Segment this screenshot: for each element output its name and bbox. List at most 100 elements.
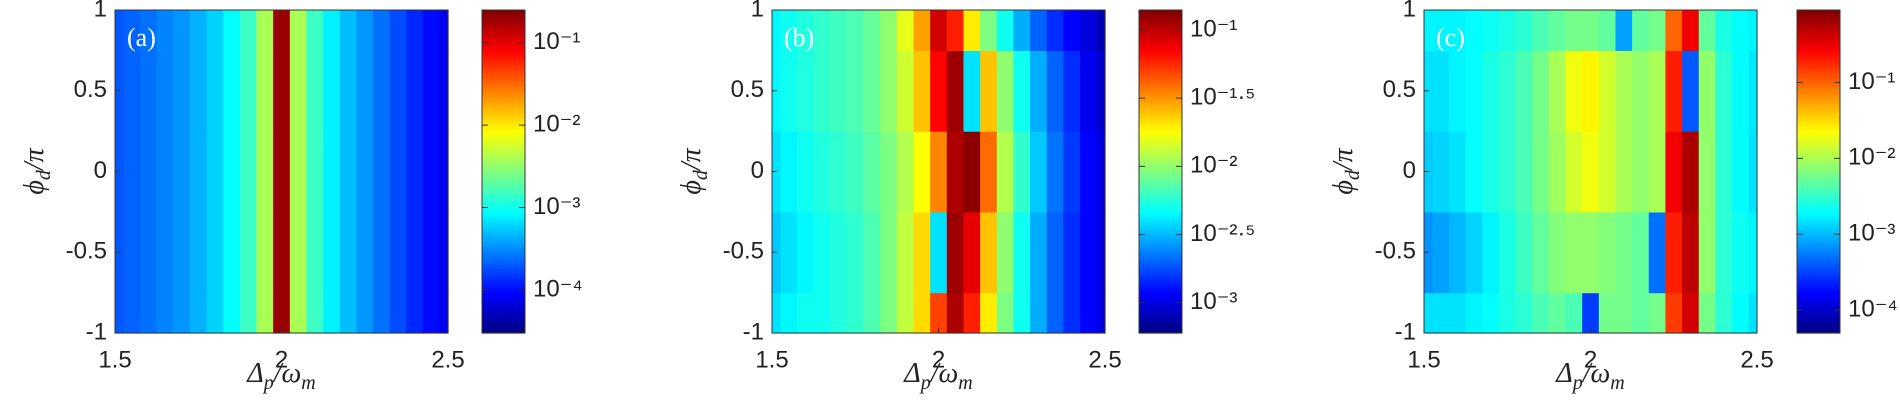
heat-cell — [206, 10, 224, 51]
colorbar-step — [1139, 184, 1182, 189]
heat-cell — [306, 50, 324, 132]
heat-cell — [880, 10, 898, 51]
colorbar-step — [1797, 114, 1840, 119]
colorbar-step — [482, 125, 525, 130]
heat-cell — [946, 292, 965, 334]
colorbar-step — [1139, 66, 1182, 70]
colorbar-step — [1797, 241, 1840, 245]
heat-cell — [1582, 10, 1600, 51]
colorbar-step — [1139, 155, 1182, 159]
colorbar-step — [1797, 69, 1840, 73]
heat-cell — [1565, 292, 1583, 334]
colorbar-step — [1139, 82, 1182, 86]
heat-cell — [223, 10, 241, 51]
heat-cell — [896, 131, 915, 213]
heat-cell — [1732, 10, 1750, 51]
colorbar-step — [1139, 268, 1182, 272]
heat-cell — [1548, 50, 1567, 132]
heat-cell — [423, 131, 441, 213]
colorbar-step — [1139, 182, 1182, 186]
colorbar-step — [1139, 284, 1182, 288]
colorbar-step — [1797, 42, 1840, 46]
y-tick-label: 0.5 — [731, 76, 764, 103]
colorbar-step — [482, 316, 525, 321]
heat-cell — [880, 211, 898, 294]
colorbar-tick-label: 10⁻² — [533, 111, 580, 138]
colorbar-step — [482, 233, 525, 237]
colorbar-step — [1139, 219, 1182, 224]
heat-cell — [1548, 10, 1567, 51]
colorbar-step — [1139, 308, 1182, 313]
colorbar-step — [1139, 171, 1182, 175]
colorbar-step — [1139, 316, 1182, 321]
heat-cell — [389, 131, 407, 213]
colorbar-step — [1139, 149, 1182, 154]
colorbar-step — [482, 300, 525, 304]
colorbar-step — [1797, 289, 1840, 294]
panel-label: (a) — [127, 23, 156, 52]
heat-cell — [846, 131, 865, 213]
heat-cell — [846, 211, 865, 294]
heat-cell — [963, 211, 981, 294]
colorbar-step — [1139, 15, 1182, 19]
x-tick-label: 2.5 — [431, 346, 464, 373]
colorbar-step — [1139, 300, 1182, 304]
colorbar-step — [1797, 206, 1840, 210]
heat-cell — [1632, 211, 1650, 294]
heat-cell — [115, 10, 124, 51]
colorbar-step — [1797, 298, 1840, 302]
colorbar-step — [1797, 214, 1840, 218]
colorbar-step — [1797, 149, 1840, 154]
heat-cell — [173, 211, 191, 294]
heat-cell — [1582, 292, 1600, 334]
heat-cell — [1582, 50, 1600, 132]
colorbar-step — [1797, 193, 1840, 197]
heat-cell — [1080, 211, 1098, 294]
heat-cell — [896, 292, 915, 334]
colorbar-step — [1797, 34, 1840, 38]
colorbar-step — [1139, 246, 1182, 251]
heat-cell — [339, 50, 358, 132]
colorbar-step — [482, 295, 525, 299]
heat-cell — [1096, 10, 1106, 51]
colorbar-step — [482, 324, 525, 329]
colorbar-step — [482, 190, 525, 194]
heat-cell — [780, 50, 798, 132]
heat-cell — [239, 211, 258, 294]
colorbar-step — [482, 306, 525, 310]
heat-cell — [1498, 292, 1517, 334]
heat-cell — [423, 292, 441, 334]
heat-cell — [1498, 211, 1517, 294]
heat-cell — [289, 50, 308, 132]
colorbar-step — [482, 109, 525, 113]
colorbar-step — [1797, 276, 1840, 280]
colorbar-step — [1139, 36, 1182, 41]
colorbar-step — [482, 160, 525, 165]
heat-cell — [223, 131, 241, 213]
heat-cell — [239, 292, 258, 334]
colorbar-step — [1797, 182, 1840, 186]
heat-cell — [1698, 211, 1716, 294]
colorbar-step — [1139, 34, 1182, 38]
heat-cell — [1748, 10, 1758, 51]
heat-cell — [223, 292, 241, 334]
colorbar-step — [482, 211, 525, 216]
colorbar-step — [482, 98, 525, 103]
colorbar-step — [1797, 295, 1840, 299]
colorbar-step — [1139, 10, 1182, 14]
heat-cell — [339, 131, 358, 213]
colorbar-step — [1139, 193, 1182, 197]
colorbar-step — [1797, 104, 1840, 108]
colorbar-step — [482, 219, 525, 224]
heat-cell — [1748, 131, 1758, 213]
heat-cell — [1748, 211, 1758, 294]
heat-cell — [256, 131, 274, 213]
colorbar-step — [482, 284, 525, 288]
colorbar-step — [482, 314, 525, 318]
heat-cell — [896, 50, 915, 132]
heat-cell — [913, 10, 931, 51]
colorbar-step — [1797, 136, 1840, 140]
heat-cell — [356, 211, 374, 294]
heat-cell — [206, 292, 224, 334]
colorbar-step — [1139, 47, 1182, 51]
